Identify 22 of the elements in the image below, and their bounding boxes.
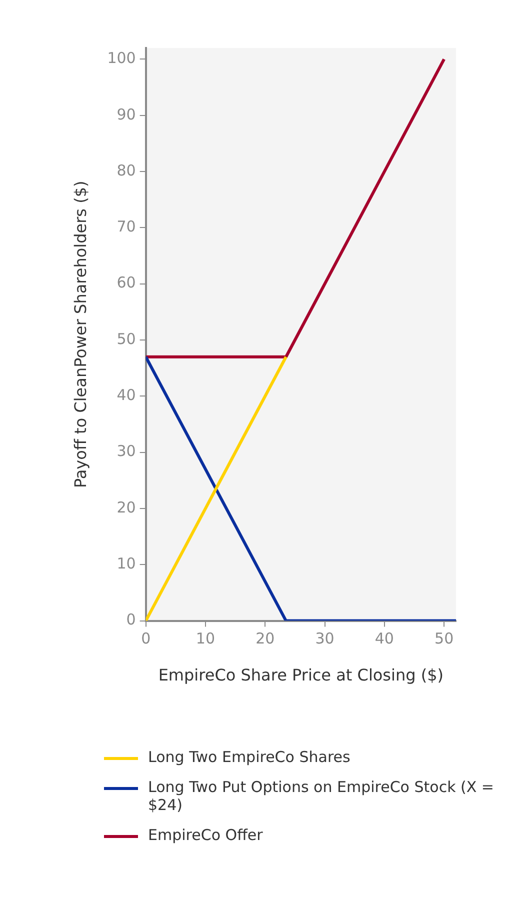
y-tick-label: 60 <box>116 274 136 292</box>
y-tick-label: 20 <box>116 498 136 516</box>
y-tick-label: 50 <box>116 330 136 348</box>
legend-label: Long Two Put Options on EmpireCo Stock (X = $24) <box>148 778 496 814</box>
legend-label: Long Two EmpireCo Shares <box>148 748 350 766</box>
y-tick-label: 100 <box>107 49 136 68</box>
x-tick-label: 30 <box>315 630 334 648</box>
x-axis-title: EmpireCo Share Price at Closing ($) <box>158 666 444 685</box>
y-tick-label: 0 <box>126 610 136 629</box>
x-tick-label: 20 <box>256 630 275 648</box>
y-tick-label: 70 <box>116 218 136 236</box>
y-tick-label: 90 <box>116 105 136 124</box>
x-tick-label: 10 <box>196 630 216 648</box>
x-tick-label: 40 <box>374 630 394 648</box>
x-tick-label: 50 <box>434 630 454 648</box>
y-tick-label: 40 <box>116 386 136 404</box>
x-tick-label: 0 <box>141 630 151 648</box>
y-tick-label: 30 <box>116 442 136 460</box>
y-axis-title: Payoff to CleanPower Shareholders ($) <box>70 180 90 488</box>
legend-label: EmpireCo Offer <box>148 826 263 844</box>
y-tick-label: 10 <box>116 554 136 573</box>
y-tick-label: 80 <box>116 161 136 180</box>
